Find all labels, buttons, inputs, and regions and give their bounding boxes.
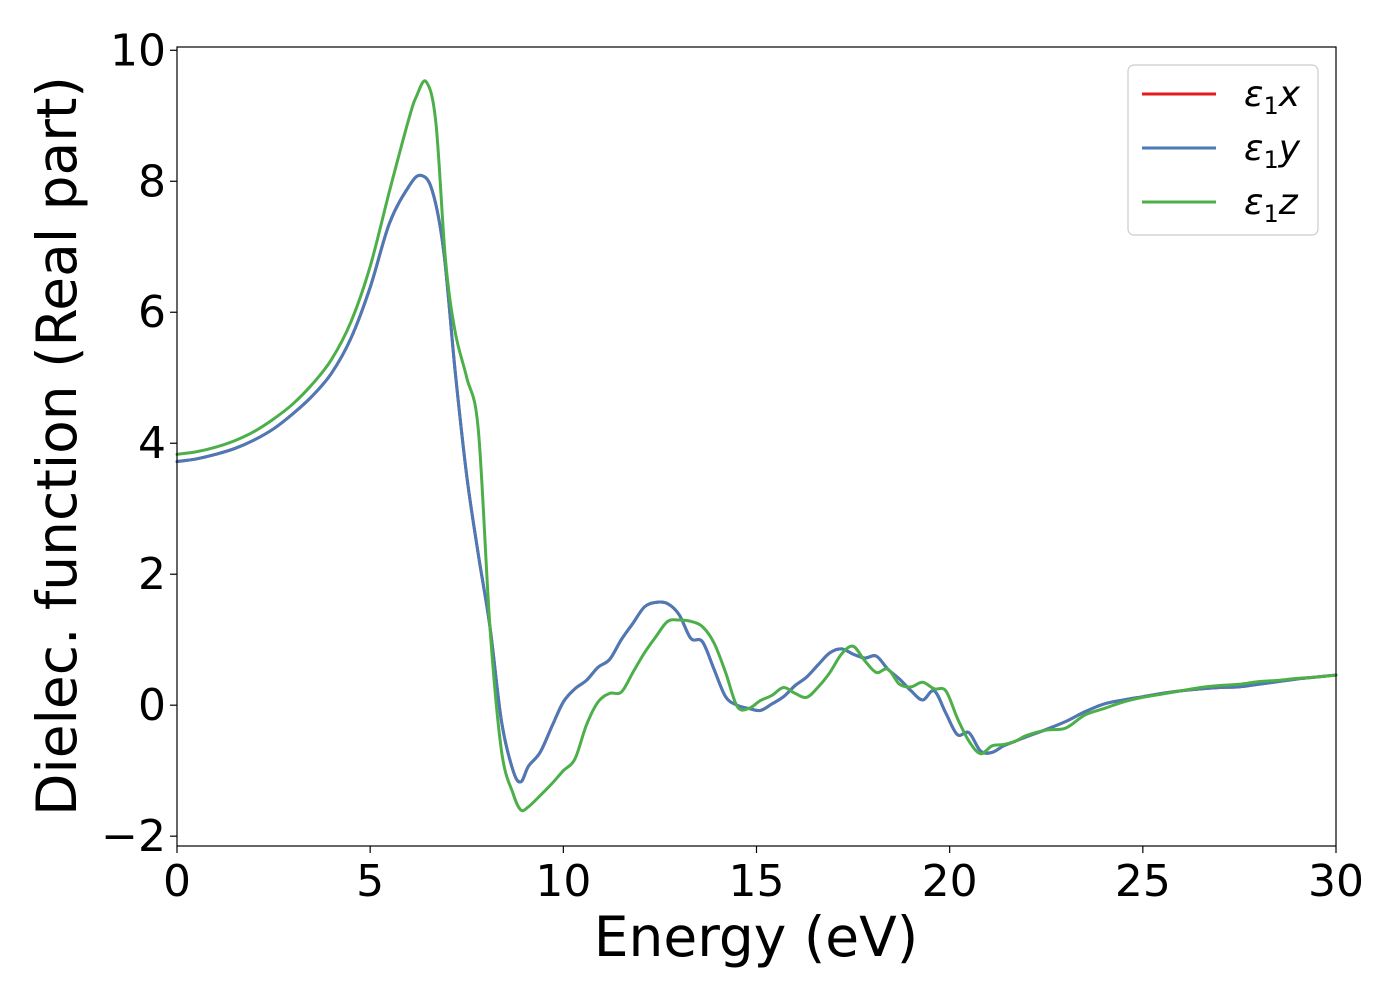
series-line-y xyxy=(175,173,1338,784)
legend-box xyxy=(1127,64,1319,236)
y-axis-ticks: −2 0 2 4 6 8 10 xyxy=(101,25,177,862)
y-tick-label: 8 xyxy=(138,156,166,207)
y-axis-title: Dielec. function (Real part) xyxy=(25,76,89,816)
x-tick-label: 30 xyxy=(1308,856,1364,907)
legend-label-y: ε1y xyxy=(1244,128,1301,174)
legend-label-z: ε1z xyxy=(1244,182,1299,228)
legend-label-x: ε1x xyxy=(1244,74,1301,120)
x-tick-label: 0 xyxy=(163,856,191,907)
y-tick-label: −2 xyxy=(101,811,166,862)
x-tick-label: 15 xyxy=(729,856,785,907)
x-axis-ticks: 0 5 10 15 20 25 30 xyxy=(163,846,1364,907)
x-axis-title: Energy (eV) xyxy=(594,905,918,969)
y-tick-label: 4 xyxy=(138,418,166,469)
x-tick-label: 25 xyxy=(1115,856,1171,907)
x-tick-label: 10 xyxy=(535,856,591,907)
legend: ε1x ε1y ε1z xyxy=(1127,64,1319,236)
series-layer xyxy=(175,79,1338,813)
y-tick-label: 10 xyxy=(110,25,166,76)
y-tick-label: 6 xyxy=(138,287,166,338)
series-line-z xyxy=(175,79,1338,813)
y-tick-label: 0 xyxy=(138,680,166,731)
legend-entries: ε1x ε1y ε1z xyxy=(1142,74,1301,228)
x-tick-label: 5 xyxy=(356,856,384,907)
y-tick-label: 2 xyxy=(138,549,166,600)
x-tick-label: 20 xyxy=(922,856,978,907)
